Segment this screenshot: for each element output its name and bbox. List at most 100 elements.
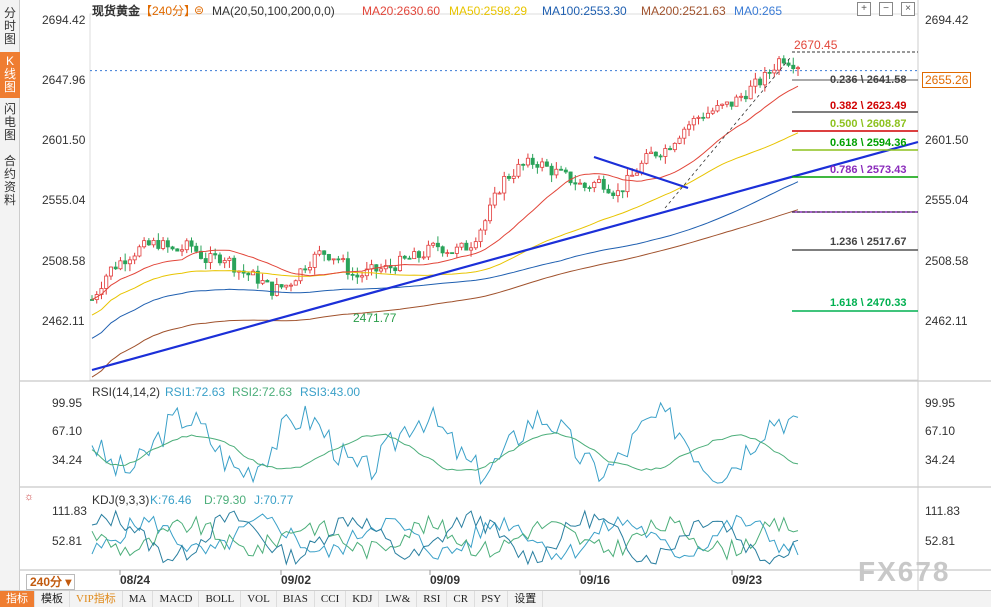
candle-body (672, 142, 677, 151)
candle-body (720, 103, 725, 106)
candle-body (203, 258, 208, 263)
candle-body (379, 268, 384, 272)
candle-body (530, 157, 535, 165)
price-tick: 2555.04 (925, 193, 969, 207)
candle-body (554, 168, 559, 176)
tab-rsi[interactable]: RSI (417, 591, 448, 607)
close-icon[interactable]: × (901, 2, 915, 16)
price-tick: 2508.58 (925, 254, 969, 268)
tab-settings[interactable]: 设置 (508, 591, 544, 607)
tab-contract-info[interactable]: 合约资料 (4, 154, 17, 207)
kdj-j-value: J:70.77 (254, 493, 294, 507)
tab-indicators[interactable]: 指标 (0, 591, 35, 607)
price-tick-left: 2555.04 (42, 193, 86, 207)
date-tick: 09/09 (430, 573, 461, 587)
candle-body (165, 240, 170, 248)
ma20-line (91, 85, 799, 301)
candle-body (260, 280, 265, 284)
candle-body (762, 71, 767, 86)
candle-body (592, 182, 597, 189)
settings-icon[interactable]: ⊜ (194, 3, 205, 17)
candle-body (677, 137, 682, 144)
minus-icon[interactable]: − (879, 2, 893, 16)
rsi2-line (91, 431, 799, 471)
candle-body (535, 164, 540, 168)
fib-level-1618: 1.618 \ 2470.33 (830, 297, 907, 309)
candle-body (777, 58, 782, 71)
tab-ma[interactable]: MA (123, 591, 154, 607)
rsi2-value: RSI2:72.63 (232, 385, 293, 399)
candle-body (326, 254, 331, 261)
candle-body (668, 148, 673, 151)
rsi-tick: 67.10 (925, 424, 956, 438)
tab-templates[interactable]: 模板 (35, 591, 70, 607)
candle-body (360, 275, 365, 278)
period-selector[interactable]: 240分 ▾ (26, 574, 76, 590)
tab-vol[interactable]: VOL (241, 591, 277, 607)
candle-body (184, 240, 189, 251)
candle-body (796, 67, 801, 70)
candle-body (412, 251, 417, 260)
tab-kline[interactable]: K线图 (0, 52, 20, 98)
candle-body (606, 188, 611, 194)
tab-psy[interactable]: PSY (475, 591, 509, 607)
tab-kdj[interactable]: KDJ (346, 591, 380, 607)
candle-body (180, 249, 185, 252)
candle-body (658, 155, 663, 158)
price-tick: 2462.11 (925, 314, 968, 328)
ma20-value: MA20:2630.60 (362, 4, 441, 18)
candle-body (312, 253, 317, 268)
tab-cr[interactable]: CR (447, 591, 476, 607)
kdj-title: KDJ(9,3,3) (92, 493, 150, 507)
candle-body (251, 270, 256, 276)
chart-type-sidebar: 分时图 K线图 闪电图 合约资料 (0, 0, 20, 607)
candle-body (540, 161, 545, 168)
rsi-tick: 99.95 (925, 396, 956, 410)
price-tick-left: 2508.58 (42, 254, 86, 268)
candle-body (421, 256, 426, 259)
tab-bias[interactable]: BIAS (277, 591, 315, 607)
ma100-line (91, 181, 799, 339)
candle-body (113, 266, 118, 270)
kdj-settings-icon[interactable]: ☼ (24, 491, 35, 503)
candle-body (511, 175, 516, 179)
candle-body (620, 190, 625, 193)
chevron-down-icon: ▾ (65, 575, 72, 589)
price-chart[interactable] (20, 0, 991, 590)
tab-flash[interactable]: 闪电图 (4, 102, 17, 142)
candle-body (213, 253, 218, 256)
candle-body (634, 172, 639, 176)
tab-timeshare[interactable]: 分时图 (4, 6, 17, 46)
tab-macd[interactable]: MACD (153, 591, 200, 607)
candle-body (426, 244, 431, 258)
candle-body (142, 240, 147, 248)
candle-body (611, 192, 616, 197)
rsi1-value: RSI1:72.63 (165, 385, 226, 399)
candle-body (724, 101, 729, 105)
kdj-tick-left: 111.83 (52, 504, 87, 518)
candle-body (440, 246, 445, 254)
kdj-j-line (91, 509, 799, 566)
candle-body (345, 258, 350, 275)
tab-cci[interactable]: CCI (315, 591, 347, 607)
candle-body (279, 284, 284, 288)
tab-boll[interactable]: BOLL (199, 591, 242, 607)
price-tick: 2694.42 (925, 13, 969, 27)
candle-body (402, 255, 407, 259)
candle-body (270, 281, 275, 296)
fib-level-0236: 0.236 \ 2641.58 (830, 74, 907, 86)
candle-body (596, 178, 601, 183)
candle-body (748, 85, 753, 100)
candle-body (293, 280, 298, 286)
candle-body (687, 124, 692, 130)
add-icon[interactable]: + (857, 2, 871, 16)
tab-lw[interactable]: LW& (379, 591, 418, 607)
price-tick-left: 2601.50 (42, 133, 86, 147)
tab-vip-indicators[interactable]: VIP指标 (70, 591, 123, 607)
candle-body (506, 175, 511, 179)
rsi3-value: RSI3:43.00 (300, 385, 361, 399)
candle-body (525, 157, 530, 166)
ma0-value: MA0:265 (734, 4, 783, 18)
watermark-logo: FX678 (858, 556, 951, 587)
candle-body (630, 174, 635, 177)
